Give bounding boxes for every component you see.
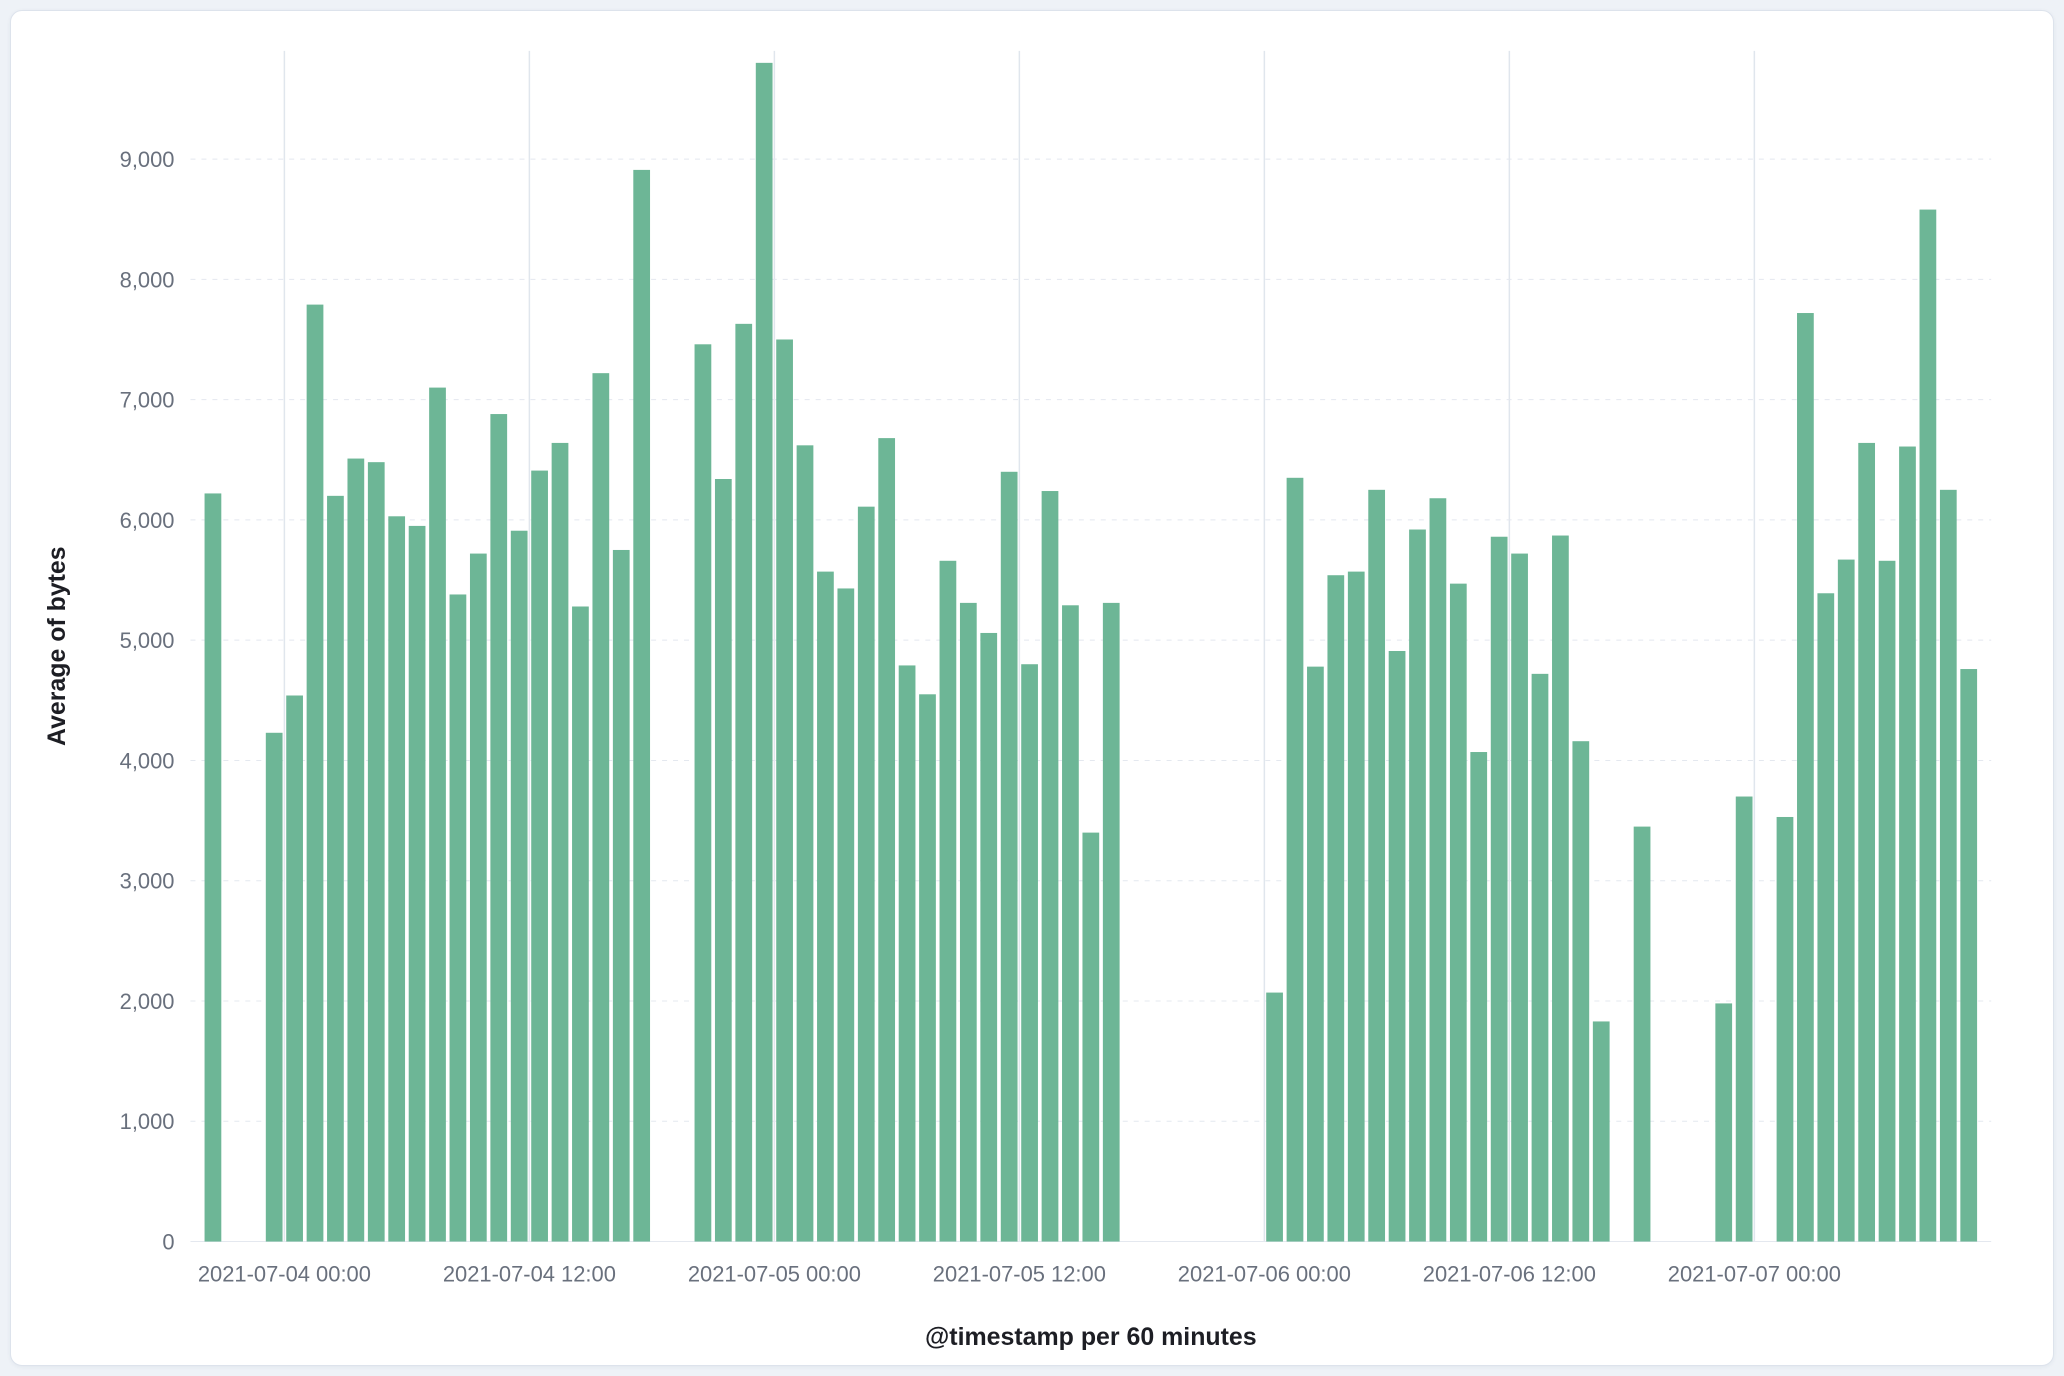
- bar[interactable]: 2021-07-04 07:00 — 7100: [429, 387, 446, 1242]
- bar[interactable]: 2021-07-07 07:00 — 6610: [1899, 446, 1916, 1242]
- bar[interactable]: 2021-07-05 05:00 — 6680: [878, 438, 896, 1242]
- y-tick-label: 9,000: [120, 147, 175, 172]
- bar[interactable]: 2021-07-04 01:00 — 7790: [306, 304, 324, 1242]
- x-tick-label: 2021-07-04 12:00: [443, 1261, 616, 1286]
- bar[interactable]: 2021-07-07 06:00 — 5660: [1878, 560, 1896, 1242]
- bar[interactable]: 2021-07-04 00:00 — 4540: [286, 695, 303, 1242]
- bar[interactable]: 2021-07-05 15:00 — 3400: [1082, 832, 1100, 1242]
- bar[interactable]: 2021-07-04 10:00 — 6880: [490, 414, 508, 1242]
- y-tick-label: 8,000: [120, 267, 175, 292]
- bar[interactable]: 2021-07-04 11:00 — 5910: [510, 530, 528, 1242]
- bar[interactable]: 2021-07-06 09:00 — 5470: [1449, 583, 1467, 1242]
- bar[interactable]: 2021-07-07 08:00 — 8580: [1919, 209, 1937, 1242]
- y-tick-label: 6,000: [120, 508, 175, 533]
- bar[interactable]: 2021-07-06 00:00 — 2070: [1266, 992, 1283, 1242]
- bar[interactable]: 2021-07-06 04:00 — 5570: [1347, 571, 1365, 1242]
- bar[interactable]: 2021-07-06 16:00 — 1830: [1592, 1021, 1610, 1242]
- bar[interactable]: 2021-07-06 12:00 — 5720: [1511, 553, 1528, 1242]
- bar[interactable]: 2021-07-05 04:00 — 6110: [857, 506, 875, 1242]
- bar[interactable]: 2021-07-07 09:00 — 6250: [1939, 489, 1957, 1242]
- bar[interactable]: 2021-07-06 01:00 — 6350: [1286, 477, 1304, 1242]
- x-axis-title: @timestamp per 60 minutes: [925, 1323, 1257, 1351]
- bar[interactable]: 2021-07-07 05:00 — 6640: [1858, 442, 1876, 1242]
- bar[interactable]: 2021-07-06 08:00 — 6180: [1429, 498, 1447, 1242]
- bar[interactable]: 2021-07-05 07:00 — 4550: [919, 694, 936, 1242]
- bar[interactable]: 2021-07-04 03:00 — 6510: [347, 458, 365, 1242]
- bar[interactable]: 2021-07-04 23:00 — 9800: [755, 62, 773, 1242]
- y-tick-label: 2,000: [120, 989, 175, 1014]
- x-tick-label: 2021-07-05 00:00: [688, 1261, 861, 1286]
- bar[interactable]: 2021-07-04 13:00 — 6640: [551, 442, 569, 1242]
- bar[interactable]: 2021-07-05 03:00 — 5430: [837, 588, 855, 1242]
- y-tick-label: 4,000: [120, 748, 175, 773]
- y-tick-label: 5,000: [120, 628, 175, 653]
- bar[interactable]: 2021-07-07 04:00 — 5670: [1837, 559, 1855, 1242]
- bar[interactable]: 2021-07-04 04:00 — 6480: [367, 462, 385, 1242]
- bar[interactable]: 2021-07-04 21:00 — 6340: [714, 479, 732, 1242]
- bar-chart: 2021-07-03 20:00 — 6220 2021-07-03 23:00 …: [43, 50, 1992, 1351]
- bar[interactable]: 2021-07-06 02:00 — 4780: [1307, 666, 1324, 1242]
- y-axis-title: Average of bytes: [43, 546, 71, 746]
- bar[interactable]: 2021-07-04 16:00 — 5750: [612, 549, 630, 1242]
- bar[interactable]: 2021-07-05 02:00 — 5570: [817, 571, 834, 1242]
- bar[interactable]: 2021-07-06 15:00 — 4160: [1572, 741, 1590, 1242]
- bar[interactable]: 2021-07-06 07:00 — 5920: [1409, 529, 1426, 1242]
- bar[interactable]: 2021-07-03 23:00 — 4230: [265, 732, 283, 1242]
- y-tick-label: 3,000: [120, 869, 175, 894]
- bar[interactable]: 2021-07-04 17:00 — 8910: [633, 169, 651, 1242]
- bar[interactable]: 2021-07-05 08:00 — 5660: [939, 560, 957, 1242]
- bar[interactable]: 2021-07-05 10:00 — 5060: [980, 632, 998, 1242]
- x-tick-label: 2021-07-07 00:00: [1668, 1261, 1841, 1286]
- bar[interactable]: 2021-07-05 13:00 — 6240: [1041, 491, 1059, 1242]
- bar[interactable]: 2021-07-06 05:00 — 6250: [1368, 489, 1386, 1242]
- x-tick-label: 2021-07-04 00:00: [198, 1261, 371, 1286]
- vertical-gridlines: [283, 50, 1756, 1242]
- bar[interactable]: 2021-07-04 09:00 — 5720: [469, 553, 487, 1242]
- bar[interactable]: 2021-07-07 03:00 — 5390: [1817, 593, 1835, 1242]
- bar[interactable]: 2021-07-07 10:00 — 4760: [1960, 669, 1978, 1242]
- bar[interactable]: 2021-07-06 13:00 — 4720: [1531, 673, 1549, 1242]
- bar[interactable]: 2021-07-04 20:00 — 7460: [694, 344, 712, 1242]
- bar[interactable]: 2021-07-04 06:00 — 5950: [408, 525, 426, 1242]
- bar[interactable]: 2021-07-06 10:00 — 4070: [1470, 752, 1488, 1242]
- bar[interactable]: 2021-07-04 02:00 — 6200: [327, 495, 344, 1242]
- bar[interactable]: 2021-07-04 22:00 — 7630: [735, 323, 753, 1242]
- bar[interactable]: 2021-07-05 14:00 — 5290: [1062, 605, 1079, 1242]
- bar[interactable]: 2021-07-06 06:00 — 4910: [1388, 650, 1406, 1242]
- bar[interactable]: 2021-07-05 11:00 — 6400: [1000, 471, 1018, 1242]
- bar[interactable]: 2021-07-06 03:00 — 5540: [1327, 575, 1345, 1242]
- bar[interactable]: 2021-07-05 06:00 — 4790: [898, 665, 916, 1242]
- y-axis-tick-labels: 0 1,000 2,000 3,000 4,000 5,000 6,000 7,000 8,00…: [120, 147, 175, 1254]
- y-tick-label: 1,000: [120, 1109, 175, 1134]
- bar[interactable]: 2021-07-04 08:00 — 5380: [449, 594, 467, 1242]
- bar[interactable]: 2021-07-06 23:00 — 3700: [1735, 796, 1753, 1242]
- bar[interactable]: 2021-07-04 14:00 — 5280: [572, 606, 589, 1242]
- y-tick-label: 0: [162, 1230, 174, 1255]
- x-tick-label: 2021-07-06 12:00: [1423, 1261, 1596, 1286]
- chart-panel: 2021-07-03 20:00 — 6220 2021-07-03 23:00 …: [10, 10, 2054, 1366]
- bar[interactable]: 2021-07-06 14:00 — 5870: [1552, 535, 1569, 1242]
- bar[interactable]: 2021-07-04 15:00 — 7220: [592, 373, 610, 1242]
- bar[interactable]: 2021-07-03 20:00 — 6220: [204, 493, 222, 1242]
- bar[interactable]: 2021-07-06 18:00 — 3450: [1633, 826, 1651, 1242]
- bar[interactable]: 2021-07-05 12:00 — 4800: [1021, 664, 1038, 1242]
- x-axis-tick-labels: 2021-07-04 00:00 2021-07-04 12:00 2021-07-…: [198, 1261, 1841, 1286]
- bar[interactable]: 2021-07-04 12:00 — 6410: [531, 470, 548, 1242]
- bar[interactable]: 2021-07-06 22:00 — 1980: [1715, 1003, 1733, 1242]
- bar[interactable]: 2021-07-04 05:00 — 6030: [388, 516, 406, 1242]
- bar[interactable]: 2021-07-05 00:00 — 7500: [776, 339, 793, 1242]
- bar[interactable]: 2021-07-07 02:00 — 7720: [1797, 313, 1814, 1242]
- bar-series: 2021-07-03 20:00 — 6220 2021-07-03 23:00 …: [204, 62, 1978, 1242]
- y-tick-label: 7,000: [120, 388, 175, 413]
- bar[interactable]: 2021-07-05 16:00 — 5310: [1102, 602, 1120, 1242]
- bar[interactable]: 2021-07-07 01:00 — 3530: [1776, 816, 1794, 1242]
- bar[interactable]: 2021-07-05 09:00 — 5310: [959, 602, 977, 1242]
- bar[interactable]: 2021-07-06 11:00 — 5860: [1490, 536, 1508, 1242]
- x-tick-label: 2021-07-06 00:00: [1178, 1261, 1351, 1286]
- x-tick-label: 2021-07-05 12:00: [933, 1261, 1106, 1286]
- bar[interactable]: 2021-07-05 01:00 — 6620: [796, 445, 814, 1242]
